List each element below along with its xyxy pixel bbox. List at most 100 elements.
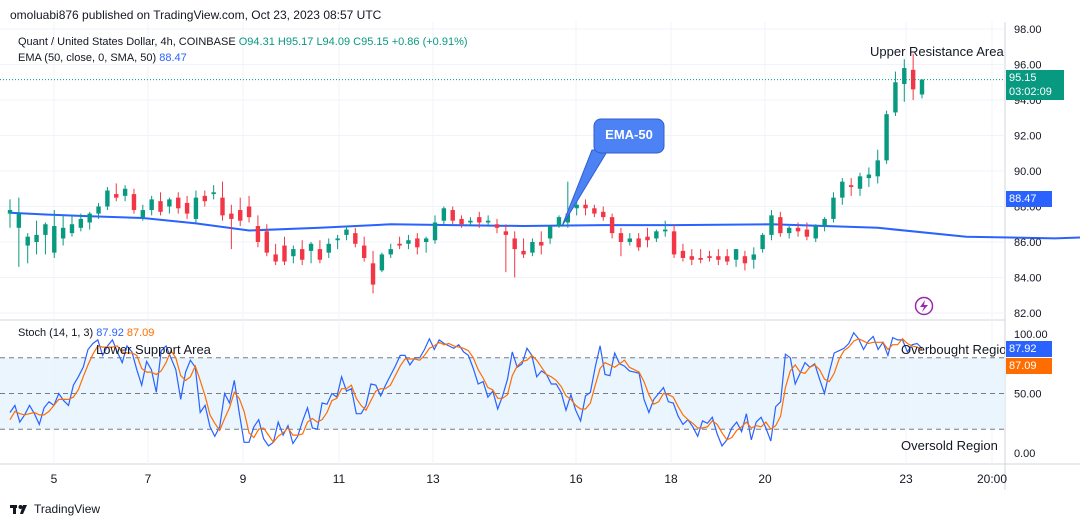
time-tick-label: 23 bbox=[899, 472, 913, 486]
candles-group bbox=[7, 53, 925, 294]
candle-body bbox=[671, 231, 677, 255]
candle-body bbox=[432, 222, 438, 241]
candle-body bbox=[158, 201, 163, 212]
ohlc-open: O94.31 bbox=[238, 36, 275, 48]
candle-body bbox=[583, 204, 588, 209]
lower-support-note: Lower Support Area bbox=[96, 342, 211, 357]
candle-body bbox=[786, 227, 792, 234]
candle-body bbox=[663, 229, 668, 232]
time-tick-label: 13 bbox=[426, 472, 440, 486]
candle-body bbox=[468, 220, 473, 223]
time-tick-label: 5 bbox=[51, 472, 58, 486]
ohlc-close: C95.15 bbox=[353, 36, 389, 48]
stoch-lines-group bbox=[9, 331, 923, 448]
candle-body bbox=[503, 231, 509, 235]
candle-body bbox=[114, 194, 119, 198]
price-tick-label: 84.00 bbox=[1014, 273, 1042, 285]
candle-body bbox=[317, 249, 323, 260]
candle-body bbox=[875, 160, 880, 177]
candle-body bbox=[742, 256, 748, 264]
candle-body bbox=[565, 213, 571, 223]
candle-body bbox=[361, 245, 367, 258]
candle-body bbox=[149, 199, 154, 211]
candle-body bbox=[423, 238, 429, 242]
candle-body bbox=[618, 233, 624, 242]
oversold-note: Oversold Region bbox=[901, 438, 998, 453]
overbought-note: Overbought Region bbox=[901, 342, 1005, 357]
candle-body bbox=[388, 249, 393, 255]
candle-body bbox=[494, 224, 500, 228]
candle-body bbox=[689, 256, 694, 260]
candle-body bbox=[211, 192, 216, 195]
price-tick-label: 86.00 bbox=[1014, 237, 1042, 249]
stoch-tick-label: 0.00 bbox=[1014, 448, 1035, 460]
candle-body bbox=[716, 256, 721, 260]
candle-body bbox=[822, 218, 827, 227]
candle-body bbox=[299, 249, 305, 260]
candle-body bbox=[840, 181, 845, 198]
candle-body bbox=[592, 208, 597, 214]
ema-legend-label[interactable]: EMA (50, close, 0, SMA, 50) bbox=[18, 52, 157, 64]
candle-body bbox=[43, 224, 48, 235]
candle-body bbox=[291, 249, 296, 257]
candle-body bbox=[176, 197, 181, 209]
candle-body bbox=[87, 213, 92, 223]
candle-body bbox=[760, 234, 765, 250]
candle-body bbox=[255, 226, 261, 242]
candle-body bbox=[556, 217, 562, 227]
candle-body bbox=[344, 229, 349, 235]
candle-body bbox=[78, 218, 84, 228]
candle-body bbox=[25, 236, 30, 246]
price-tick-label: 82.00 bbox=[1014, 308, 1042, 320]
ema-price-badge: 88.47 bbox=[1006, 191, 1052, 207]
candle-body bbox=[574, 204, 579, 209]
time-tick-label: 11 bbox=[333, 472, 346, 486]
candle-body bbox=[406, 240, 411, 244]
stoch-tick-label: 100.00 bbox=[1014, 329, 1048, 341]
candle-body bbox=[459, 218, 464, 225]
symbol-legend: Quant / United States Dollar, 4h, COINBA… bbox=[18, 36, 468, 48]
symbol-title[interactable]: Quant / United States Dollar, 4h, COINBA… bbox=[18, 36, 236, 48]
tradingview-logo-icon bbox=[10, 505, 27, 514]
candle-body bbox=[415, 238, 420, 248]
ohlc-low: L94.09 bbox=[316, 36, 351, 48]
candle-body bbox=[477, 217, 482, 223]
candle-body bbox=[725, 256, 730, 262]
candle-body bbox=[34, 234, 39, 242]
candle-body bbox=[167, 199, 172, 207]
candle-body bbox=[910, 69, 916, 90]
ohlc-high: H95.17 bbox=[277, 36, 314, 48]
ema-callout-box bbox=[593, 118, 665, 154]
candle-body bbox=[530, 242, 535, 253]
candle-body bbox=[795, 227, 801, 232]
candle-body bbox=[246, 206, 252, 218]
candle-body bbox=[273, 254, 278, 262]
lightning-icon[interactable] bbox=[914, 296, 934, 316]
candle-body bbox=[707, 256, 712, 258]
ema-legend: EMA (50, close, 0, SMA, 50) 88.47 bbox=[18, 52, 187, 64]
stoch-d-value: 87.09 bbox=[126, 327, 155, 339]
ema-line-group bbox=[9, 211, 1080, 240]
tradingview-footer[interactable]: TradingView bbox=[10, 502, 100, 516]
candle-body bbox=[919, 79, 925, 95]
candle-body bbox=[131, 194, 137, 211]
candle-body bbox=[848, 185, 854, 187]
candle-body bbox=[733, 249, 739, 260]
candle-body bbox=[485, 220, 491, 223]
price-axis: 82.0084.0086.0088.0090.0092.0094.0096.00… bbox=[1014, 24, 1048, 460]
stoch-band bbox=[0, 357, 1005, 430]
candle-body bbox=[370, 263, 376, 285]
ema-line bbox=[9, 211, 1080, 240]
stoch-legend-label[interactable]: Stoch (14, 1, 3) bbox=[18, 327, 94, 339]
published-header: omoluabi876 published on TradingView.com… bbox=[10, 8, 382, 22]
candle-body bbox=[238, 210, 243, 221]
candle-body bbox=[547, 226, 553, 239]
candle-body bbox=[645, 236, 650, 241]
candle-body bbox=[902, 68, 907, 85]
candle-body bbox=[335, 238, 340, 241]
candle-body bbox=[512, 238, 517, 250]
price-tick-label: 96.00 bbox=[1014, 60, 1042, 72]
candle-body bbox=[140, 210, 146, 218]
candle-body bbox=[69, 224, 75, 234]
time-tick-label: 16 bbox=[569, 472, 583, 486]
